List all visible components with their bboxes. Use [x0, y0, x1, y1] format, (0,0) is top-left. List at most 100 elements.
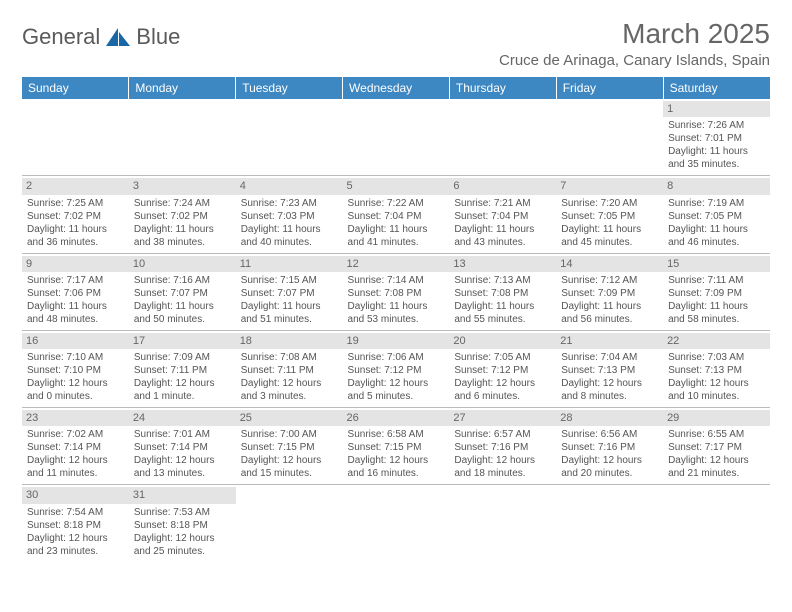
sunset-text: Sunset: 7:11 PM [241, 364, 338, 377]
daylight-text: Daylight: 11 hours [561, 223, 658, 236]
sunset-text: Sunset: 7:06 PM [27, 287, 124, 300]
calendar-cell: 29Sunrise: 6:55 AMSunset: 7:17 PMDayligh… [663, 408, 770, 485]
daylight-text: and 25 minutes. [134, 545, 231, 558]
calendar-cell: 7Sunrise: 7:20 AMSunset: 7:05 PMDaylight… [556, 176, 663, 253]
calendar-cell [236, 485, 343, 562]
daylight-text: Daylight: 11 hours [241, 223, 338, 236]
title-block: March 2025 Cruce de Arinaga, Canary Isla… [499, 18, 770, 69]
weekday-header: Wednesday [343, 77, 450, 99]
day-number: 18 [236, 333, 343, 349]
calendar-table: SundayMondayTuesdayWednesdayThursdayFrid… [22, 77, 770, 562]
daylight-text: Daylight: 12 hours [348, 454, 445, 467]
calendar-cell: 9Sunrise: 7:17 AMSunset: 7:06 PMDaylight… [22, 253, 129, 330]
sunrise-text: Sunrise: 7:17 AM [27, 274, 124, 287]
calendar-page: General Blue March 2025 Cruce de Arinaga… [0, 0, 792, 580]
calendar-cell: 30Sunrise: 7:54 AMSunset: 8:18 PMDayligh… [22, 485, 129, 562]
calendar-cell: 4Sunrise: 7:23 AMSunset: 7:03 PMDaylight… [236, 176, 343, 253]
calendar-cell: 3Sunrise: 7:24 AMSunset: 7:02 PMDaylight… [129, 176, 236, 253]
day-number: 26 [343, 410, 450, 426]
calendar-cell: 16Sunrise: 7:10 AMSunset: 7:10 PMDayligh… [22, 330, 129, 407]
sunset-text: Sunset: 7:15 PM [241, 441, 338, 454]
sunset-text: Sunset: 7:13 PM [561, 364, 658, 377]
sunset-text: Sunset: 7:02 PM [134, 210, 231, 223]
calendar-cell: 12Sunrise: 7:14 AMSunset: 7:08 PMDayligh… [343, 253, 450, 330]
day-number: 16 [22, 333, 129, 349]
sunrise-text: Sunrise: 6:55 AM [668, 428, 765, 441]
daylight-text: and 18 minutes. [454, 467, 551, 480]
day-number: 30 [22, 487, 129, 503]
calendar-cell: 31Sunrise: 7:53 AMSunset: 8:18 PMDayligh… [129, 485, 236, 562]
sunrise-text: Sunrise: 7:26 AM [668, 119, 765, 132]
sunset-text: Sunset: 7:08 PM [454, 287, 551, 300]
daylight-text: Daylight: 11 hours [134, 223, 231, 236]
calendar-cell: 28Sunrise: 6:56 AMSunset: 7:16 PMDayligh… [556, 408, 663, 485]
calendar-cell [343, 99, 450, 176]
daylight-text: Daylight: 12 hours [27, 532, 124, 545]
sunset-text: Sunset: 7:13 PM [668, 364, 765, 377]
daylight-text: and 8 minutes. [561, 390, 658, 403]
sunset-text: Sunset: 7:05 PM [668, 210, 765, 223]
daylight-text: and 38 minutes. [134, 236, 231, 249]
daylight-text: and 48 minutes. [27, 313, 124, 326]
weekday-header: Thursday [449, 77, 556, 99]
day-number: 1 [663, 101, 770, 117]
calendar-cell [343, 485, 450, 562]
daylight-text: Daylight: 12 hours [561, 377, 658, 390]
calendar-cell [663, 485, 770, 562]
weekday-header: Tuesday [236, 77, 343, 99]
day-number: 29 [663, 410, 770, 426]
daylight-text: Daylight: 12 hours [348, 377, 445, 390]
daylight-text: and 50 minutes. [134, 313, 231, 326]
calendar-cell: 20Sunrise: 7:05 AMSunset: 7:12 PMDayligh… [449, 330, 556, 407]
day-number: 2 [22, 178, 129, 194]
sunrise-text: Sunrise: 7:12 AM [561, 274, 658, 287]
sunrise-text: Sunrise: 7:04 AM [561, 351, 658, 364]
calendar-cell: 14Sunrise: 7:12 AMSunset: 7:09 PMDayligh… [556, 253, 663, 330]
calendar-cell: 13Sunrise: 7:13 AMSunset: 7:08 PMDayligh… [449, 253, 556, 330]
sunrise-text: Sunrise: 7:21 AM [454, 197, 551, 210]
calendar-cell [236, 99, 343, 176]
daylight-text: Daylight: 11 hours [454, 223, 551, 236]
logo-word-2: Blue [136, 24, 180, 50]
daylight-text: and 0 minutes. [27, 390, 124, 403]
header: General Blue March 2025 Cruce de Arinaga… [22, 18, 770, 69]
daylight-text: Daylight: 12 hours [454, 377, 551, 390]
calendar-body: 1Sunrise: 7:26 AMSunset: 7:01 PMDaylight… [22, 99, 770, 562]
daylight-text: Daylight: 11 hours [27, 223, 124, 236]
day-number: 6 [449, 178, 556, 194]
sunrise-text: Sunrise: 7:24 AM [134, 197, 231, 210]
calendar-cell: 18Sunrise: 7:08 AMSunset: 7:11 PMDayligh… [236, 330, 343, 407]
day-number: 10 [129, 256, 236, 272]
day-number: 24 [129, 410, 236, 426]
daylight-text: and 1 minute. [134, 390, 231, 403]
daylight-text: Daylight: 11 hours [134, 300, 231, 313]
daylight-text: Daylight: 12 hours [134, 532, 231, 545]
sunrise-text: Sunrise: 6:57 AM [454, 428, 551, 441]
daylight-text: Daylight: 11 hours [348, 300, 445, 313]
sunrise-text: Sunrise: 7:13 AM [454, 274, 551, 287]
sunset-text: Sunset: 7:12 PM [348, 364, 445, 377]
daylight-text: and 15 minutes. [241, 467, 338, 480]
sunset-text: Sunset: 7:16 PM [561, 441, 658, 454]
daylight-text: and 43 minutes. [454, 236, 551, 249]
day-number: 27 [449, 410, 556, 426]
daylight-text: and 23 minutes. [27, 545, 124, 558]
daylight-text: and 11 minutes. [27, 467, 124, 480]
calendar-cell: 24Sunrise: 7:01 AMSunset: 7:14 PMDayligh… [129, 408, 236, 485]
daylight-text: Daylight: 12 hours [134, 377, 231, 390]
daylight-text: Daylight: 11 hours [241, 300, 338, 313]
sunset-text: Sunset: 8:18 PM [134, 519, 231, 532]
daylight-text: and 6 minutes. [454, 390, 551, 403]
sunrise-text: Sunrise: 7:00 AM [241, 428, 338, 441]
day-number: 23 [22, 410, 129, 426]
day-number: 25 [236, 410, 343, 426]
day-number: 19 [343, 333, 450, 349]
daylight-text: and 36 minutes. [27, 236, 124, 249]
daylight-text: Daylight: 12 hours [134, 454, 231, 467]
sunrise-text: Sunrise: 7:08 AM [241, 351, 338, 364]
daylight-text: Daylight: 11 hours [454, 300, 551, 313]
daylight-text: and 35 minutes. [668, 158, 765, 171]
calendar-cell: 8Sunrise: 7:19 AMSunset: 7:05 PMDaylight… [663, 176, 770, 253]
calendar-cell: 11Sunrise: 7:15 AMSunset: 7:07 PMDayligh… [236, 253, 343, 330]
month-title: March 2025 [499, 18, 770, 50]
